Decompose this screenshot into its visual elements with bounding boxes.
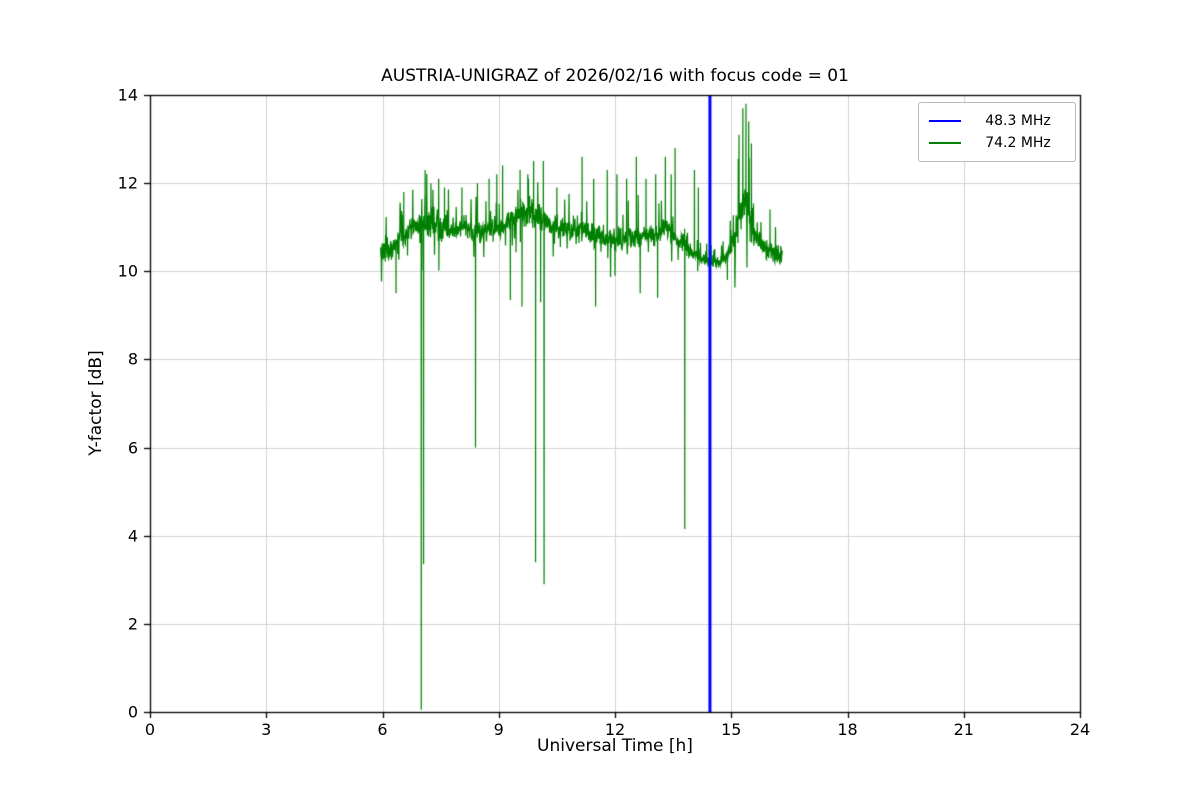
- legend-line-sample-icon: [929, 142, 961, 144]
- y-tick-label: 4: [127, 526, 138, 546]
- x-tick-label: 12: [604, 720, 626, 739]
- x-tick-label: 9: [493, 720, 504, 739]
- y-tick-label: 12: [117, 173, 138, 193]
- x-tick-label: 18: [837, 720, 858, 739]
- chart-title: AUSTRIA-UNIGRAZ of 2026/02/16 with focus…: [381, 66, 849, 86]
- y-tick-label: 14: [117, 85, 138, 105]
- y-tick-label: 2: [127, 614, 138, 634]
- legend: 48.3 MHz 74.2 MHz: [918, 102, 1076, 162]
- x-tick-label: 0: [144, 720, 156, 739]
- y-tick-label: 6: [127, 438, 138, 458]
- legend-item-74mhz: 74.2 MHz: [929, 132, 1065, 154]
- legend-label: 48.3 MHz: [985, 113, 1051, 129]
- y-tick-label: 0: [127, 702, 138, 722]
- y-axis-label: Y-factor [dB]: [86, 350, 106, 456]
- y-tick-label: 8: [127, 349, 138, 369]
- x-tick-label: 24: [1069, 720, 1091, 739]
- legend-line-sample-icon: [929, 120, 961, 122]
- x-tick-label: 15: [721, 720, 742, 739]
- y-tick-label: 10: [117, 261, 138, 281]
- legend-item-48mhz: 48.3 MHz: [929, 110, 1065, 132]
- x-tick-label: 3: [261, 720, 272, 739]
- legend-label: 74.2 MHz: [985, 135, 1051, 151]
- x-tick-label: 21: [953, 720, 974, 739]
- x-tick-label: 6: [377, 720, 388, 739]
- x-axis-label: Universal Time [h]: [537, 736, 693, 756]
